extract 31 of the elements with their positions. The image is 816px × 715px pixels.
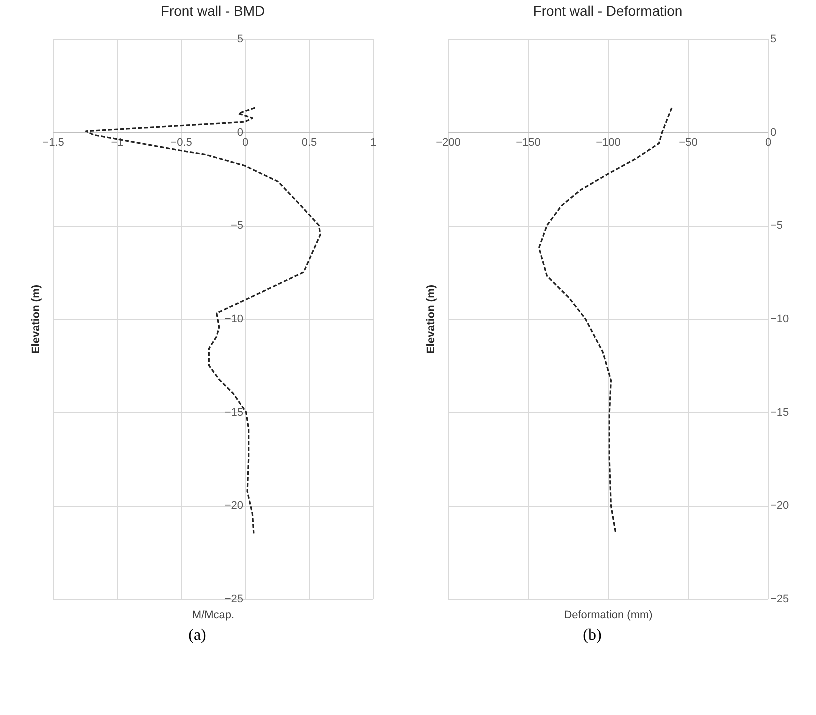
x-tick-label: −200 (436, 136, 461, 149)
x-tick-label: −0.5 (170, 136, 192, 149)
y-axis-title: Elevation (m) (426, 284, 438, 354)
y-tick-label: −15 (224, 406, 244, 419)
x-axis-title: M/Mcap. (192, 610, 235, 622)
x-tick-label: −50 (679, 136, 698, 149)
y-tick-label: −25 (224, 594, 244, 606)
y-tick-label: −10 (770, 314, 790, 326)
x-tick-label: −150 (516, 136, 541, 149)
y-tick-label: 0 (770, 126, 777, 139)
x-tick-label: −1.5 (42, 136, 64, 149)
y-tick-label: −20 (224, 500, 244, 512)
x-tick-label: 1 (370, 136, 377, 149)
y-tick-label: −20 (770, 500, 790, 512)
text: (a) (188, 627, 208, 645)
y-tick-label: −15 (770, 406, 790, 419)
y-tick-label: 5 (237, 34, 244, 46)
x-tick-label: 0.5 (302, 136, 318, 149)
y-tick-label: −25 (770, 594, 790, 606)
text: (b) (582, 627, 603, 645)
y-tick-label: 5 (770, 34, 777, 46)
x-tick-label: −100 (596, 136, 621, 149)
y-tick-label: −5 (230, 220, 244, 232)
x-axis-title: Deformation (mm) (564, 610, 653, 622)
y-tick-label: 0 (237, 126, 244, 139)
line-series (85, 107, 322, 534)
y-tick-label: −5 (770, 220, 784, 232)
chart-title: Front wall - BMD (160, 3, 266, 19)
y-axis-title: Elevation (m) (30, 284, 42, 354)
y-tick-label: −10 (224, 314, 244, 326)
chart-title: Front wall - Deformation (533, 3, 683, 19)
